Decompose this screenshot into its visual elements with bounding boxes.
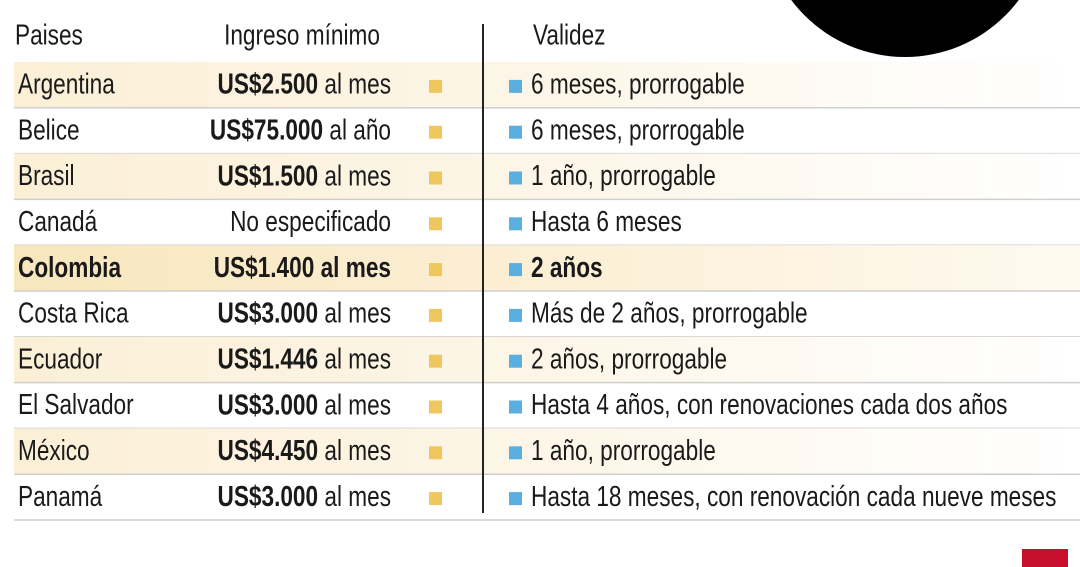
income-amount: US$75.000: [210, 113, 323, 146]
income-unit: al mes: [324, 387, 391, 420]
income-unit: al mes: [321, 250, 391, 283]
validity: 6 meses, prorrogable: [531, 67, 745, 100]
country: Argentina: [18, 67, 115, 100]
country: Panamá: [18, 479, 103, 512]
income-marker: [429, 125, 442, 139]
validity: 2 años, prorrogable: [531, 342, 727, 375]
income-amount: US$1.500: [218, 158, 319, 191]
income-unit: al mes: [324, 433, 391, 466]
income-marker: [429, 217, 442, 231]
country: Ecuador: [18, 342, 103, 375]
country: Belice: [18, 113, 80, 146]
validity: Hasta 18 meses, con renovación cada nuev…: [531, 479, 1056, 512]
header-country: Paises: [15, 18, 83, 51]
validity: Más de 2 años, prorrogable: [531, 296, 808, 329]
income-amount: US$2.500: [218, 67, 319, 100]
validity-marker: [509, 79, 522, 93]
validity-marker: [509, 308, 522, 322]
income-unit: al mes: [324, 296, 391, 329]
income-amount: US$1.400: [214, 250, 315, 283]
income-amount: US$3.000: [218, 387, 319, 420]
country: El Salvador: [18, 387, 134, 420]
income-unit: al año: [329, 113, 391, 146]
income-marker: [429, 263, 442, 277]
decorative-circle: [791, 0, 1019, 57]
income-unit: al mes: [324, 158, 391, 191]
income: US$1.500 al mes: [218, 158, 391, 191]
income-marker: [429, 400, 442, 414]
country: Costa Rica: [18, 296, 129, 329]
income-marker: [429, 79, 442, 93]
income-amount: US$3.000: [218, 479, 319, 512]
row-backgrounds: [14, 62, 1080, 521]
income: No especificado: [230, 204, 391, 237]
logo: [1022, 549, 1068, 567]
validity-marker: [509, 125, 522, 139]
income-unit: al mes: [324, 67, 391, 100]
validity-marker: [509, 171, 522, 185]
income: US$3.000 al mes: [218, 387, 391, 420]
income-amount: US$3.000: [218, 296, 319, 329]
income: US$2.500 al mes: [218, 67, 391, 100]
income: US$1.400 al mes: [214, 250, 391, 283]
income: US$3.000 al mes: [218, 479, 391, 512]
income-marker: [429, 492, 442, 506]
validity: Hasta 4 años, con renovaciones cada dos …: [531, 387, 1007, 420]
validity: 6 meses, prorrogable: [531, 113, 745, 146]
validity-marker: [509, 354, 522, 368]
header-validity: Validez: [533, 18, 606, 51]
validity-marker: [509, 263, 522, 277]
validity: 1 año, prorrogable: [531, 433, 716, 466]
validity: 2 años: [531, 250, 603, 283]
income: US$4.450 al mes: [218, 433, 391, 466]
country: Brasil: [18, 158, 75, 191]
country: México: [18, 433, 90, 466]
country: Colombia: [18, 250, 121, 283]
income-amount: US$4.450: [218, 433, 319, 466]
income: US$75.000 al año: [210, 113, 391, 146]
header-income: Ingreso mínimo: [224, 18, 380, 51]
row-shade: [14, 428, 1080, 475]
validity-marker: [509, 217, 522, 231]
row-markers: [429, 79, 522, 506]
text-layer: Paises Ingreso mínimo Validez Argentina US$2…: [15, 18, 1056, 513]
country: Canadá: [18, 204, 98, 237]
income-marker: [429, 171, 442, 185]
income: US$1.446 al mes: [218, 342, 391, 375]
validity-marker: [509, 400, 522, 414]
validity: 1 año, prorrogable: [531, 158, 716, 191]
row-highlight: [14, 245, 1080, 291]
validity-marker: [509, 446, 522, 460]
income-marker: [429, 354, 442, 368]
row-shade: [14, 336, 1080, 383]
income: US$3.000 al mes: [218, 296, 391, 329]
row-shade: [14, 62, 1080, 108]
income-amount: No especificado: [230, 204, 391, 237]
income-marker: [429, 308, 442, 322]
income-unit: al mes: [324, 342, 391, 375]
income-unit: al mes: [324, 479, 391, 512]
row-shade: [14, 153, 1080, 200]
income-marker: [429, 446, 442, 460]
income-amount: US$1.446: [218, 342, 319, 375]
validity: Hasta 6 meses: [531, 204, 682, 237]
validity-marker: [509, 492, 522, 506]
